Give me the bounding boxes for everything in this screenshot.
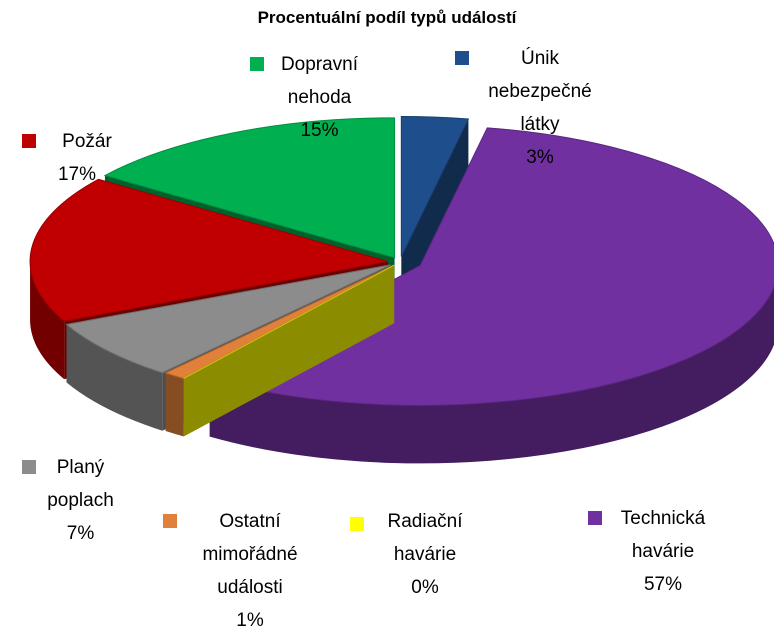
value-label: 17%	[57, 164, 97, 185]
data-label: Požár 17%	[22, 125, 132, 191]
value-label: 57%	[643, 574, 683, 595]
value-label: 1%	[236, 610, 264, 630]
legend-marker	[250, 57, 264, 71]
data-label: Ostatní mimořádné události 1%	[190, 505, 310, 630]
category-label: Planý poplach	[47, 457, 114, 511]
data-label: Planý poplach 7%	[28, 451, 133, 550]
category-label: Technická havárie	[620, 508, 706, 562]
chart-title: Procentuální podíl typů událostí	[257, 8, 517, 27]
category-label: Ostatní mimořádné události	[202, 511, 298, 598]
value-label: 15%	[300, 120, 339, 141]
slice-wall	[30, 261, 65, 380]
category-label: Dopravní nehoda	[280, 54, 359, 108]
legend-marker	[455, 51, 469, 65]
value-label: 0%	[411, 577, 439, 598]
data-label: Únik nebezpečné látky 3%	[480, 42, 600, 174]
legend-marker	[163, 514, 177, 528]
slice-side	[183, 265, 395, 437]
legend-marker	[350, 517, 364, 531]
data-label: Radiační havárie 0%	[370, 505, 480, 604]
slice	[183, 264, 395, 437]
slice-top	[29, 178, 389, 322]
legend-marker	[22, 134, 36, 148]
slice-top	[103, 117, 396, 259]
slice-top	[400, 116, 470, 257]
slice-top	[65, 264, 391, 374]
data-label: Technická havárie 57%	[598, 502, 728, 601]
slice-side	[401, 119, 469, 315]
slice-wall	[66, 324, 163, 431]
value-label: 3%	[526, 147, 554, 168]
data-label: Dopravní nehoda 15%	[262, 48, 377, 147]
slice-wall	[165, 372, 184, 437]
slice	[400, 116, 470, 315]
slice-top	[183, 264, 395, 379]
category-label: Radiační havárie	[387, 511, 463, 565]
legend-marker	[22, 460, 36, 474]
value-label: 7%	[66, 523, 95, 544]
slice-top	[164, 264, 395, 379]
category-label: Únik nebezpečné látky	[488, 48, 592, 135]
legend-marker	[588, 511, 602, 525]
category-label: Požár	[62, 131, 112, 152]
slice-wall	[209, 286, 774, 464]
